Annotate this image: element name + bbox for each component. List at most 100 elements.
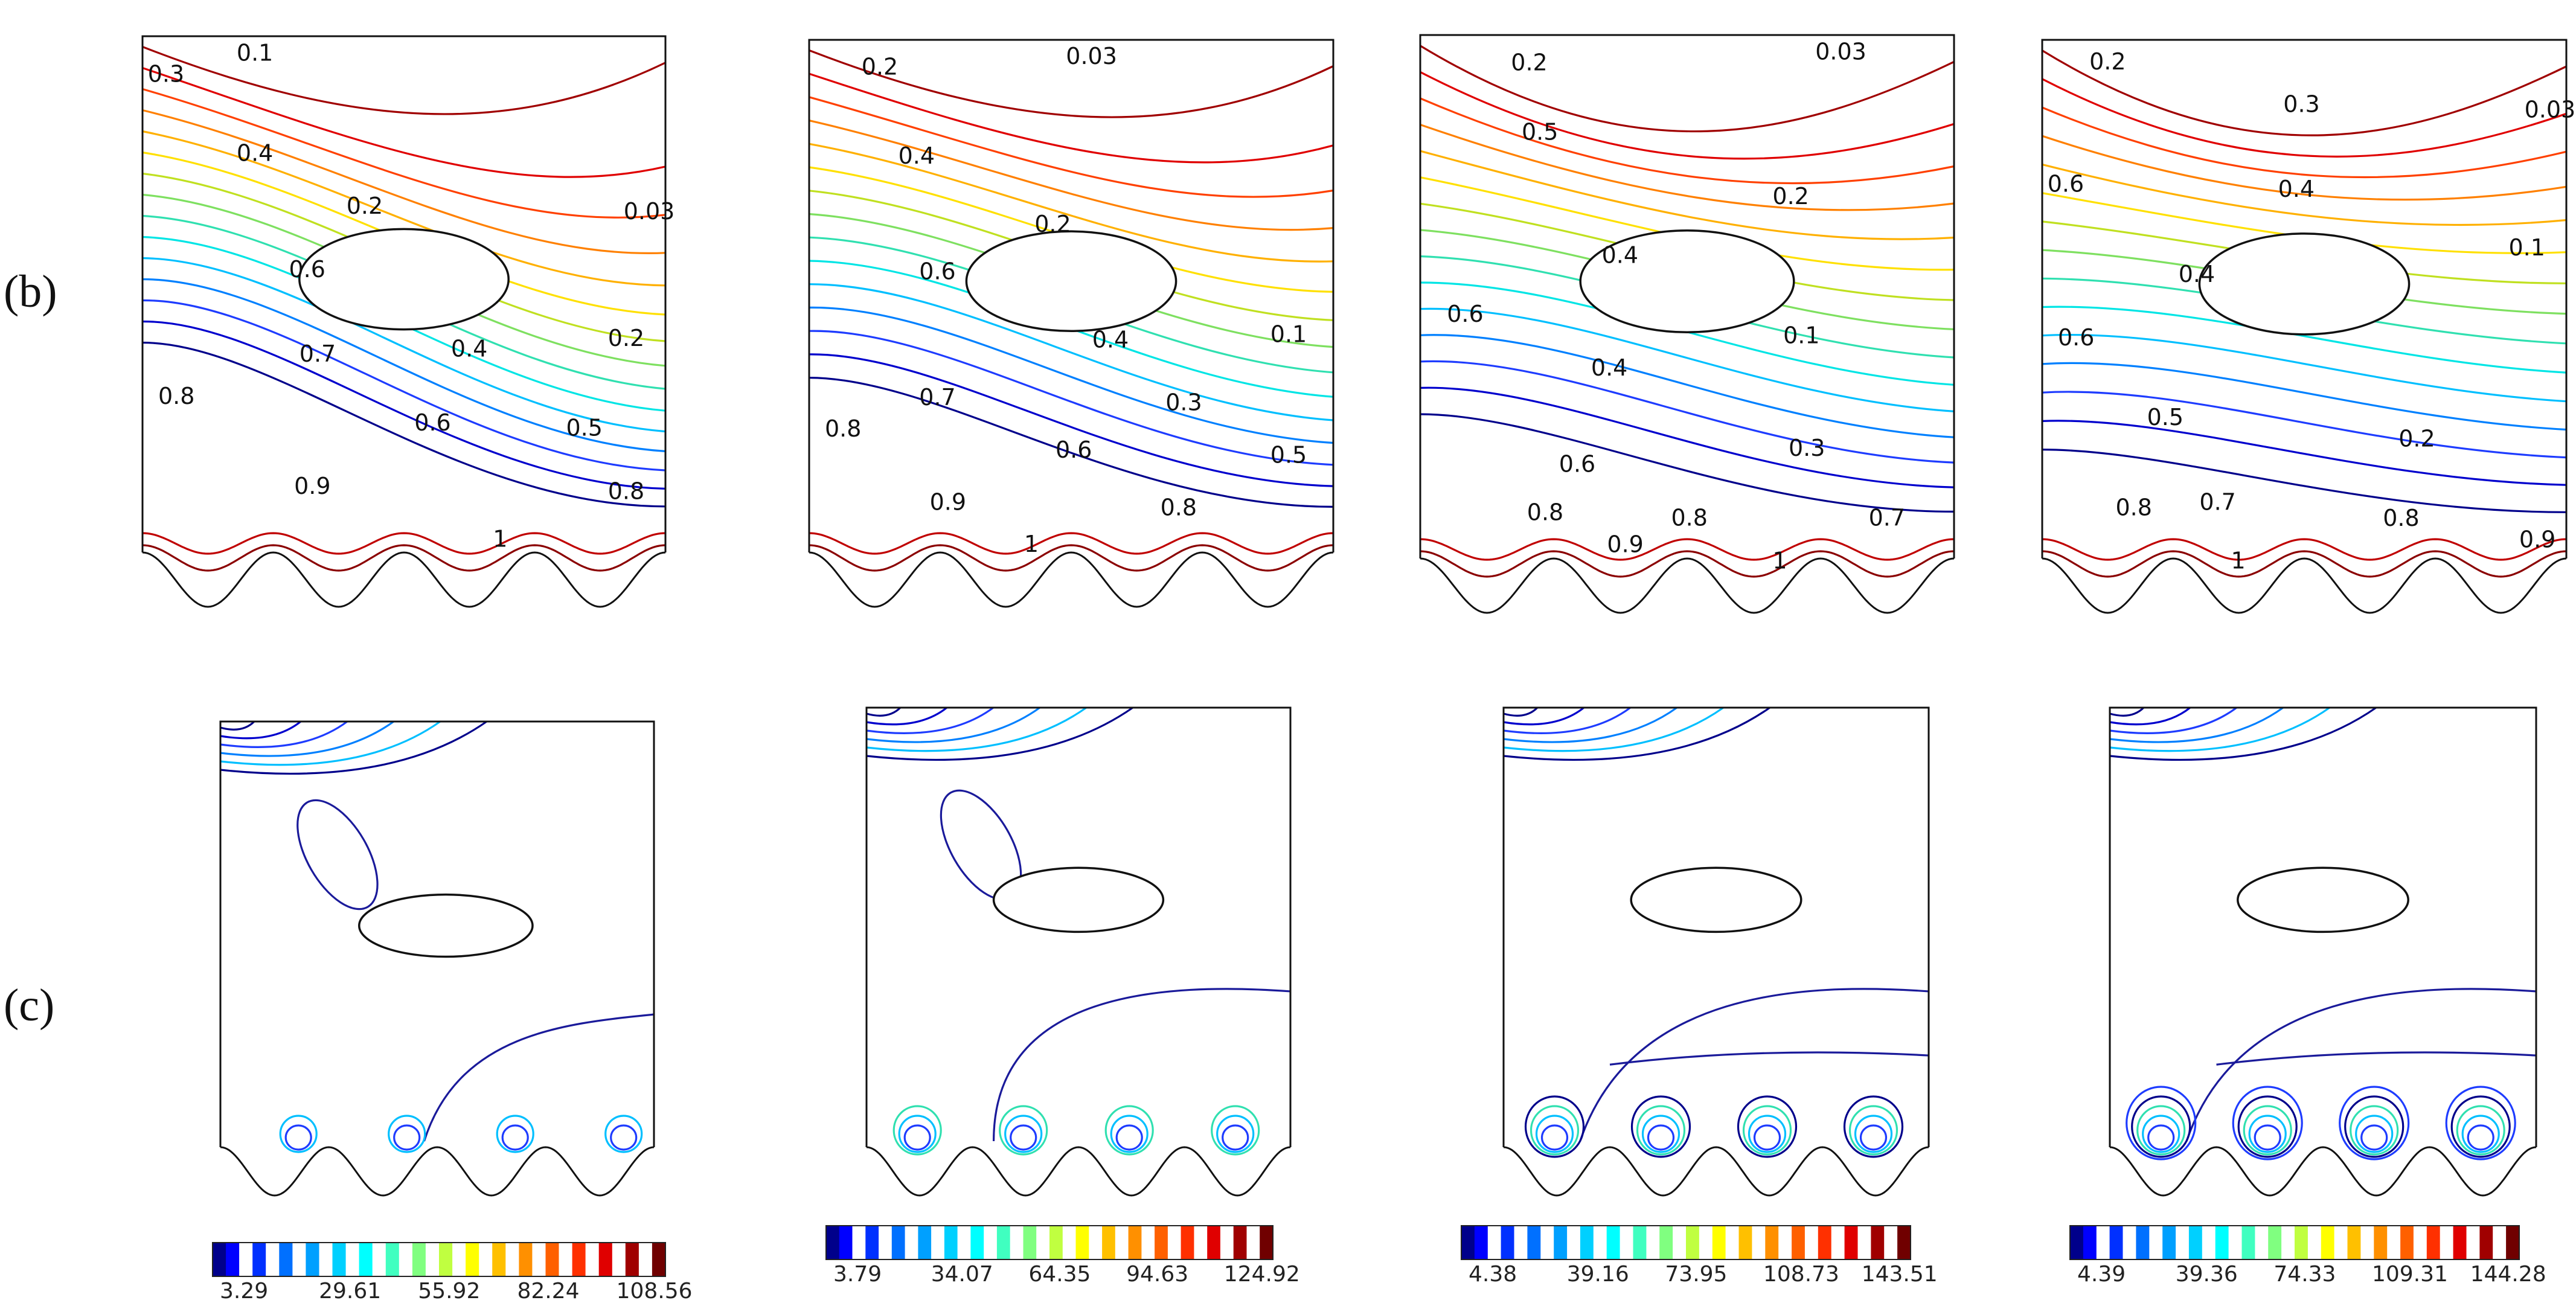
colorbar-swatch: [372, 1243, 386, 1276]
contour-loop: [1854, 1115, 1893, 1153]
contour-line: [2109, 706, 2191, 726]
elliptic-cylinder: [2237, 866, 2409, 933]
contour-label: 0.4: [237, 140, 273, 167]
contour-loop: [1110, 1115, 1149, 1153]
contour-loop: [999, 1105, 1048, 1156]
contour-label: 0.1: [1783, 322, 1819, 349]
colorbar-border: [212, 1242, 666, 1277]
colorbar-swatch: [2281, 1226, 2295, 1259]
colorbar-swatch: [1461, 1226, 1475, 1259]
colorbar-swatch: [425, 1243, 440, 1276]
isotherm-line: [2042, 50, 2567, 136]
colorbar-swatch: [226, 1243, 240, 1276]
colorbar-swatch: [1233, 1226, 1248, 1259]
contour-line: [993, 988, 1291, 1142]
isotherm-line: [1420, 334, 1955, 438]
wavy-bottom-wall: [142, 551, 666, 608]
cavity-frame: [808, 39, 1334, 552]
colorbar-swatch: [252, 1243, 266, 1276]
contour-label: 0.2: [347, 193, 383, 219]
contour-label: 0.6: [414, 409, 450, 436]
elliptic-cylinder: [965, 230, 1177, 333]
cavity-frame: [2041, 39, 2568, 558]
contour-loop: [1630, 1095, 1691, 1158]
isotherm-line: [142, 257, 666, 433]
row-label-b: (b): [4, 266, 57, 317]
colorbar-swatch: [1646, 1226, 1660, 1259]
contour-line: [1503, 706, 1770, 761]
isotherm-line: [2042, 106, 2567, 179]
contour-label: 0.7: [300, 341, 336, 367]
contour-line: [220, 720, 348, 748]
colorbar-tick-label: 29.61: [319, 1279, 381, 1304]
colorbar-swatch: [2374, 1226, 2388, 1259]
colorbar-swatch: [2083, 1226, 2097, 1259]
contour-loop: [2461, 1115, 2500, 1153]
colorbar-swatch: [2096, 1226, 2110, 1259]
colorbar-2: 3.79 34.07 64.35 94.63 124.92: [825, 1225, 1300, 1287]
isotherm-line: [1420, 45, 1955, 133]
contour-loop: [1535, 1115, 1574, 1153]
colorbar-swatch: [559, 1243, 573, 1276]
colorbar-swatch: [612, 1243, 626, 1276]
cavity-frame: [141, 35, 667, 552]
colorbar-swatch: [1260, 1226, 1274, 1259]
contour-loop: [2131, 1095, 2191, 1158]
colorbar-swatch: [970, 1226, 984, 1259]
contour-line: [866, 706, 1040, 743]
colorbar-swatch: [213, 1243, 226, 1276]
colorbar-swatch: [2440, 1226, 2454, 1259]
colorbar-swatch: [412, 1243, 426, 1276]
colorbar-border: [825, 1225, 1274, 1260]
contour-line: [1503, 706, 1677, 743]
colorbar-swatch: [1699, 1226, 1713, 1259]
colorbar-swatch: [2176, 1226, 2190, 1259]
isotherm-line: [809, 353, 1334, 487]
contour-label: 0.2: [1034, 211, 1071, 237]
isotherm-line: [142, 130, 666, 287]
contour-line: [2109, 706, 2330, 752]
colorbar-swatch: [1023, 1226, 1037, 1259]
isotherm-line: [2042, 333, 2567, 403]
wavy-bottom-wall: [1503, 1146, 1929, 1197]
isotherm-line: [142, 341, 666, 508]
colorbar-swatch: [279, 1243, 293, 1276]
cavity-frame: [1419, 34, 1955, 558]
contour-line: [220, 720, 487, 775]
contour-label: 0.1: [1270, 321, 1307, 348]
colorbar-swatch: [2493, 1226, 2507, 1259]
colorbar-tick-label: 34.07: [931, 1262, 993, 1287]
colorbar-swatch: [1884, 1226, 1898, 1259]
contour-label: 0.7: [1869, 504, 1905, 531]
panel-c-2: [865, 706, 1292, 1197]
contour-label: 1: [2231, 547, 2246, 574]
colorbar-swatch: [2506, 1226, 2520, 1259]
contour-loop: [1843, 1095, 1904, 1158]
isotherm-line: [809, 120, 1334, 231]
contour-loop: [2456, 1105, 2505, 1156]
contour-loop: [2232, 1086, 2303, 1160]
colorbar-border: [2069, 1225, 2520, 1260]
isotherm-line: [1420, 413, 1955, 513]
contour-line: [866, 706, 947, 726]
colorbar-swatch: [1844, 1226, 1859, 1259]
colorbar-swatch: [1673, 1226, 1687, 1259]
contour-loop: [1004, 1115, 1043, 1153]
contour-label: 0.5: [1522, 119, 1558, 146]
colorbar-swatch: [1474, 1226, 1488, 1259]
colorbar-tick-label: 55.92: [418, 1279, 480, 1304]
contour-label: 0.03: [2525, 96, 2576, 123]
contour-line: [220, 720, 394, 757]
colorbar-swatch: [1207, 1226, 1221, 1259]
colorbar-swatch: [2387, 1226, 2401, 1259]
panel-b-3: 0.2 0.03 0.5 0.2 0.4 0.6 0.1 0.4 0.3 0.6 0.8 0.8 0.7…: [1419, 34, 1955, 614]
cavity-frame: [2109, 706, 2537, 1147]
colorbar-swatch: [1155, 1226, 1168, 1259]
isotherm-line: [2042, 362, 2567, 431]
colorbar-swatch: [638, 1243, 653, 1276]
colorbar-swatch: [944, 1226, 958, 1259]
contour-line: [866, 706, 1133, 761]
contour-label: 0.4: [1602, 242, 1638, 269]
isotherm-line: [809, 330, 1334, 466]
elliptic-cylinder: [992, 866, 1165, 933]
